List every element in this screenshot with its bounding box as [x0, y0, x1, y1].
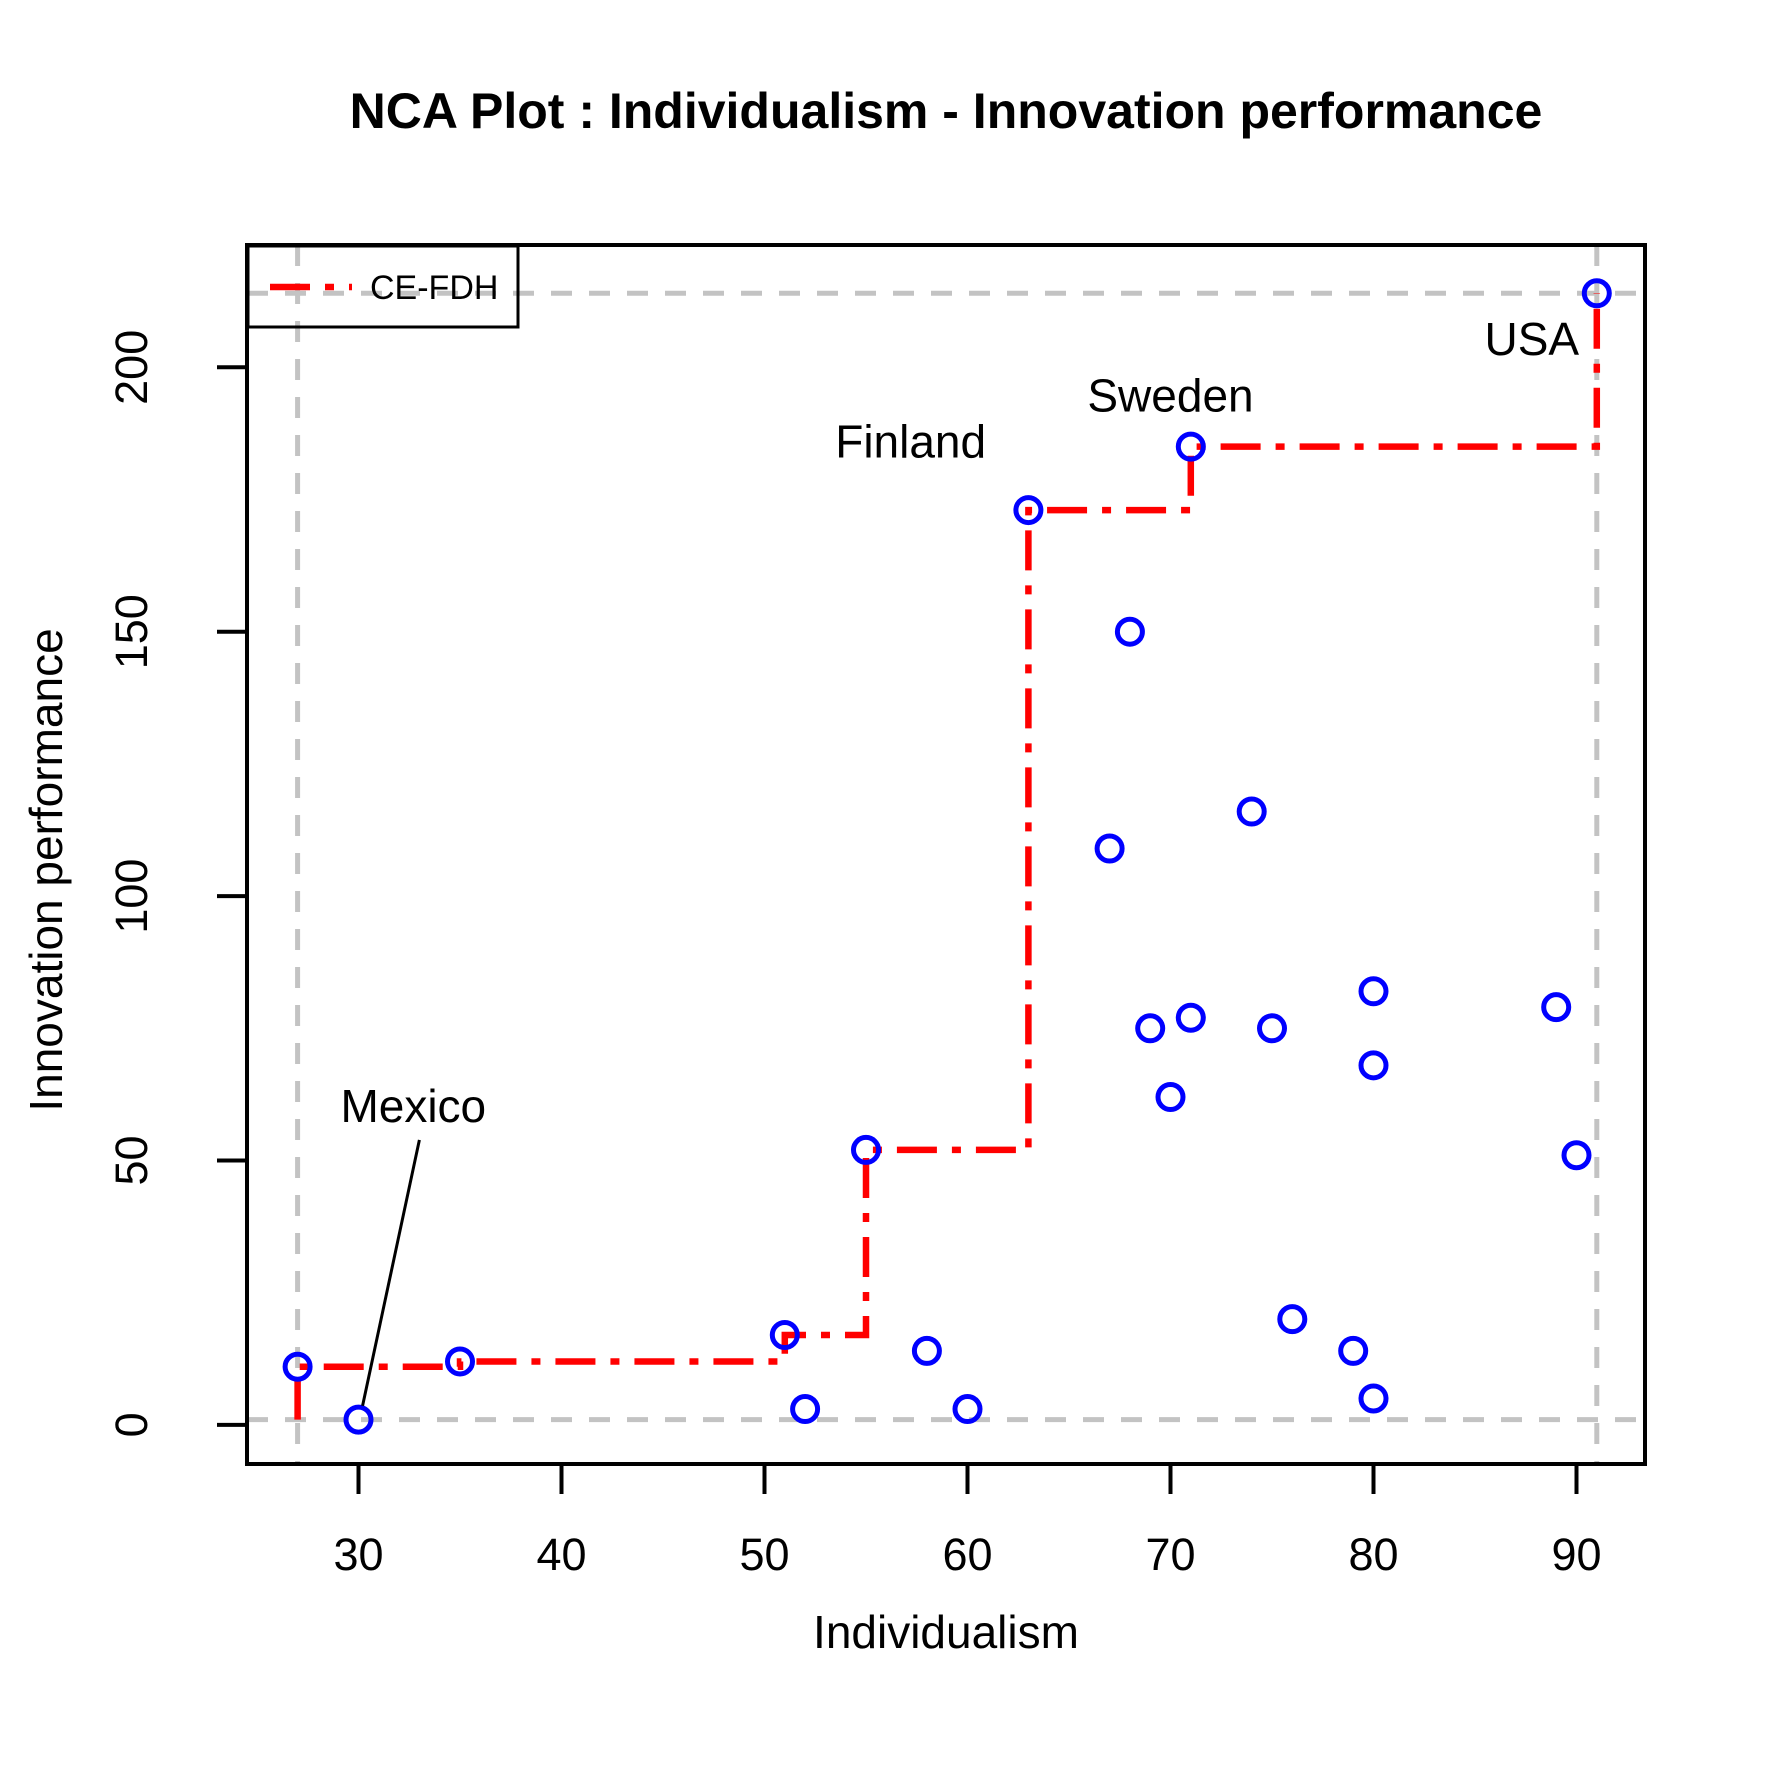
country-label: Mexico [340, 1080, 486, 1132]
data-point [1175, 431, 1206, 462]
data-point [851, 1134, 881, 1165]
x-tick-label: 50 [739, 1529, 789, 1580]
x-tick-label: 40 [536, 1529, 586, 1580]
plot-border [245, 243, 1647, 1466]
data-point [1338, 1335, 1369, 1366]
data-point [911, 1335, 942, 1366]
y-axis-title: Innovation performance [20, 628, 72, 1111]
country-label: USA [1485, 313, 1580, 365]
data-point [1114, 616, 1145, 647]
country-annotations: Mexico Finland Sweden USA [340, 313, 1580, 1407]
legend: CE-FDH [246, 244, 520, 329]
plot-title: NCA Plot : Individualism - Innovation pe… [350, 83, 1543, 139]
x-tick-label: 60 [942, 1529, 992, 1580]
y-tick-label: 150 [106, 594, 157, 669]
x-tick-label: 30 [333, 1529, 383, 1580]
data-point [445, 1346, 475, 1377]
legend-label: CE-FDH [370, 269, 498, 307]
y-tick-label: 50 [106, 1135, 157, 1185]
country-label: Sweden [1087, 370, 1253, 422]
legend-box [246, 244, 520, 329]
y-axis: 0 50 100 150 200 [106, 330, 247, 1437]
data-point [1358, 976, 1389, 1007]
data-point [343, 1404, 374, 1435]
country-label: Finland [835, 416, 986, 468]
x-tick-label: 70 [1145, 1529, 1195, 1580]
data-point [1277, 1304, 1308, 1335]
data-point [1541, 992, 1572, 1023]
data-point [1358, 1383, 1389, 1414]
data-point [282, 1351, 313, 1382]
x-tick-label: 80 [1348, 1529, 1398, 1580]
data-point [1236, 796, 1267, 827]
y-tick-label: 200 [106, 330, 157, 405]
data-point [1175, 1002, 1206, 1033]
data-point [1257, 1013, 1287, 1044]
annotation-leader-line [361, 1139, 421, 1407]
x-tick-label: 90 [1551, 1529, 1601, 1580]
data-point [1561, 1140, 1592, 1171]
data-point [1013, 495, 1044, 526]
y-tick-label: 0 [106, 1412, 157, 1437]
data-point [1155, 1082, 1186, 1113]
data-point [790, 1394, 821, 1425]
data-point [1135, 1013, 1166, 1044]
data-point [1581, 278, 1612, 309]
y-tick-label: 100 [106, 859, 157, 934]
data-point [1094, 833, 1125, 864]
x-axis: 30 40 50 60 70 80 90 [333, 1464, 1602, 1580]
data-point [1358, 1050, 1389, 1081]
data-point [769, 1320, 800, 1351]
scatter-points [282, 278, 1612, 1435]
data-point [952, 1394, 983, 1425]
x-axis-title: Individualism [813, 1606, 1079, 1658]
